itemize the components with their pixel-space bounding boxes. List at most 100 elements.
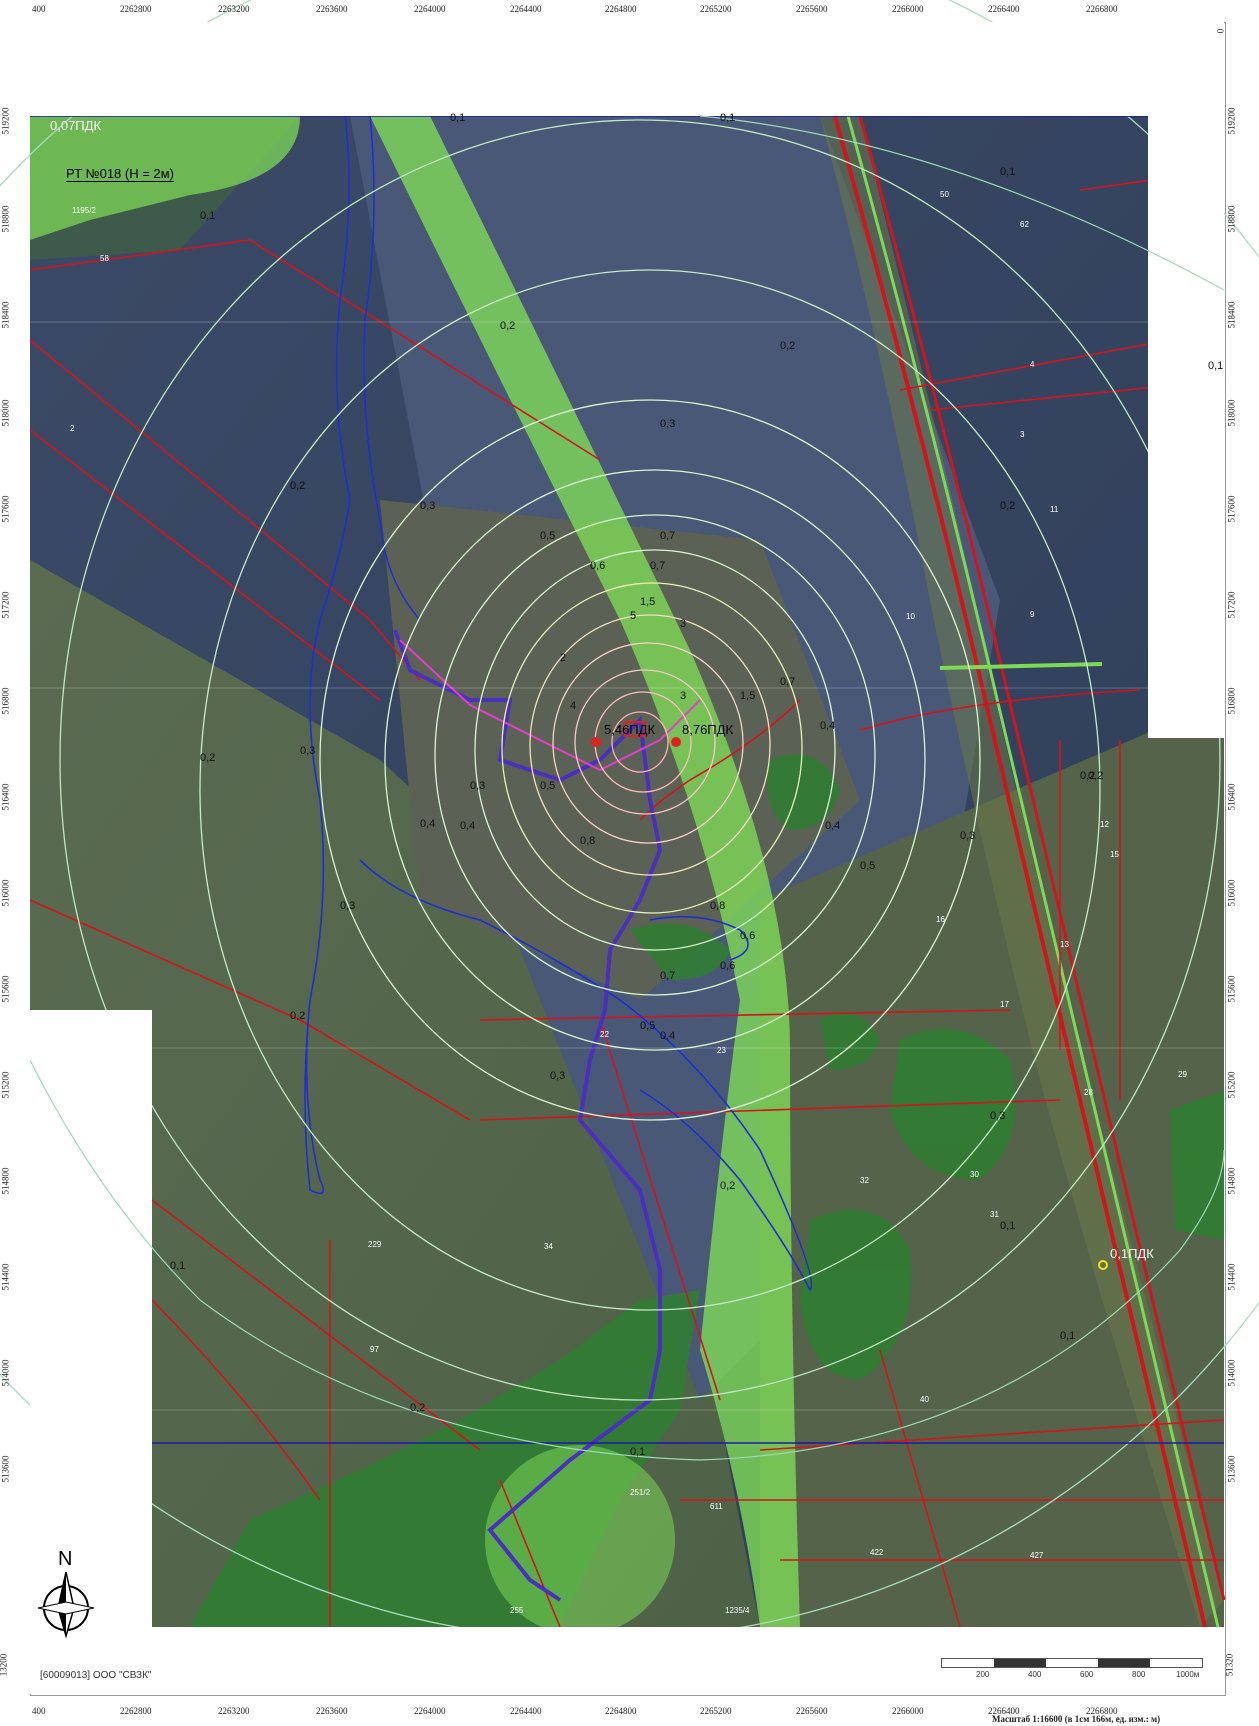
ruler-left-tick: 514400 [0,1263,11,1291]
parcel-label: 50 [940,190,949,199]
parcel-label: 28 [1084,1088,1093,1097]
ruler-bottom-tick: 2263200 [218,1706,250,1716]
contour-label: 0,1 [200,210,216,222]
station-label: РТ №018 (Н = 2м) [66,166,174,182]
ruler-top-tick: 400 [32,4,46,14]
parcel-label: 2 [70,424,75,433]
scale-tick-label: 600 [1080,1670,1094,1679]
parcel-label: 3 [1020,430,1025,439]
parcel-label: 29 [1178,1070,1187,1079]
parcel-label: 13 [1060,940,1069,949]
ruler-left-tick: 518800 [0,205,11,233]
north-letter: N [58,1548,73,1570]
sanitary-corridor [370,116,800,1627]
blank-area-left [30,1010,152,1627]
ruler-top-tick: 2265200 [700,4,732,14]
ruler-bottom-tick: 2265600 [796,1706,828,1716]
contour-label: 0,3 [990,1110,1006,1122]
ruler-top-tick: 2264000 [414,4,446,14]
ruler-top-tick: 2264400 [510,4,542,14]
compass-icon [37,1571,95,1639]
contour-label: 0,4 [820,720,836,732]
contour-label: 0,2 [1088,770,1104,782]
contour-label: 0,7 [660,970,676,982]
contour-label: 0,3 [660,418,676,430]
parcel-label: 32 [860,1176,869,1185]
contour-label: 0,3 [470,780,486,792]
contour-label: 0,4 [420,818,436,830]
ruler-left-tick: 516800 [0,687,11,715]
ruler-right-tick: 518800 [1226,205,1237,233]
ruler-left-tick: 517600 [0,495,11,523]
north-arrow: N [34,1548,98,1640]
ruler-right-tick: 516400 [1226,783,1237,811]
ruler-left-tick: 515200 [0,1071,11,1099]
contour-label: 0,3 [960,830,976,842]
contour-label: 0,2 [1080,770,1096,782]
parcel-label: 4 [1030,360,1035,369]
contour-label: 0,1 [1060,1330,1076,1342]
ruler-right-tick: 516800 [1226,687,1237,715]
parcel-label: 16 [936,915,945,924]
contour-label: 0,8 [710,900,726,912]
parcel-label: 611 [710,1502,723,1511]
parcel-label: 10 [906,612,915,621]
ruler-right-tick: 51320 [1224,1653,1235,1677]
scale-tick-label: 200 [976,1670,990,1679]
parcel-label: 22 [600,1030,609,1039]
ruler-right-tick: 514800 [1226,1167,1237,1195]
parcel-label: 31 [990,1210,999,1219]
parcel-label: 23 [717,1046,726,1055]
parcel-label: 255 [510,1606,524,1615]
ruler-right-tick: 514400 [1226,1263,1237,1291]
contour-label: 0,7 [660,530,676,542]
ruler-right-tick: 515200 [1226,1071,1237,1099]
parcel-label: 34 [544,1242,553,1251]
contour-label: 0,2 [720,1180,736,1192]
contour-label: 0,2 [500,320,516,332]
contour-label: 0,5 [860,860,876,872]
cadastral-boundaries [29,169,1225,1628]
contour-label: 0,1 [1208,360,1224,372]
road-corridor [820,115,1226,1628]
contour-label: 0,7 [780,676,796,688]
ruler-left-tick: 515600 [0,975,11,1003]
ruler-bottom-tick: 400 [32,1706,46,1716]
contour-label: 0,2 [290,1010,306,1022]
ruler-right-tick: 514000 [1226,1359,1237,1387]
parcel-label: 229 [368,1240,382,1249]
ruler-left-tick: 518000 [0,399,11,427]
contour-label: 3 [680,618,687,630]
ruler-top-tick: 2263200 [218,4,250,14]
parcel-label: 40 [920,1395,929,1404]
ruler-left-tick: 513600 [0,1455,11,1483]
pipeline-spur [399,639,701,772]
ruler-left-tick: 517200 [0,591,11,619]
contour-label: 0,8 [580,835,596,847]
ruler-right-tick: 515600 [1226,975,1237,1003]
contour-label: 0,3 [420,500,436,512]
ruler-right-tick: 518400 [1226,301,1237,329]
contour-label: 0,6 [740,930,756,942]
company-label: [60009013] ООО "СВЗК" [40,1670,152,1681]
contour-label: 0,6 [590,560,606,572]
parcel-label: 17 [1000,1000,1009,1009]
contour-label: 0,2 [1000,500,1016,512]
pdk-lower-right-label: 0,1ПДК [1110,1246,1154,1261]
pdk-right-label: 8,76ПДК [682,722,734,737]
ruler-bottom-tick: 2263600 [316,1706,348,1716]
scale-tick-label: 800 [1132,1670,1146,1679]
contour-label: 0,1 [630,1446,646,1458]
ruler-bottom-tick: 2262800 [120,1706,152,1716]
contour-label: 2 [560,652,567,664]
scale-title: Масштаб 1:16600 (в 1см 166м, ед. изм.: м… [992,1714,1161,1724]
ruler-right-tick: 0 [1215,28,1226,34]
ruler-top-tick: 2266000 [892,4,924,14]
parcel-label: 58 [100,254,109,263]
ruler-top-tick: 2266400 [988,4,1020,14]
contour-label: 0,2 [780,340,796,352]
ruler-left-tick: 514000 [0,1359,11,1387]
ruler-top-tick: 2266800 [1086,4,1118,14]
contour-label: 4 [570,700,577,712]
